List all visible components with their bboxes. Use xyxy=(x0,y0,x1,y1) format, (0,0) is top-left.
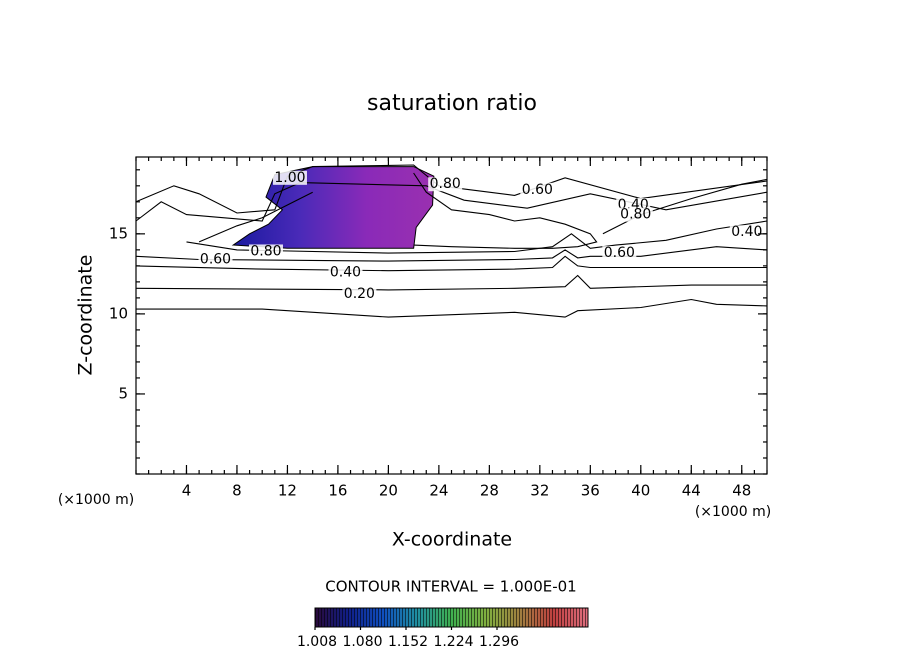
contour-line xyxy=(136,298,768,318)
x-tick-label: 24 xyxy=(429,482,448,500)
x-tick-label: 40 xyxy=(631,482,650,500)
contour-label: 0.80 xyxy=(620,207,651,223)
contour-label-bg xyxy=(328,265,363,280)
contour-label-bg xyxy=(618,207,653,222)
contour-label-bg xyxy=(602,246,637,261)
x-tick-label: 28 xyxy=(480,482,499,500)
contour-label: 0.40 xyxy=(731,224,762,240)
chart-title: saturation ratio xyxy=(367,91,537,116)
x-tick-label: 48 xyxy=(732,482,751,500)
x-tick-label: 4 xyxy=(182,482,192,500)
contour-label-bg xyxy=(520,182,555,197)
x-axis-label: X-coordinate xyxy=(392,529,512,551)
colorbar-tick-label: 1.008 xyxy=(297,634,337,650)
contour-line xyxy=(135,164,768,214)
x-tick-label: 16 xyxy=(328,482,347,500)
y-tick-label: 15 xyxy=(109,224,128,242)
contour-label: 0.80 xyxy=(430,176,461,192)
contour-line xyxy=(413,172,598,249)
contour-line xyxy=(135,246,768,262)
contour-label-bg xyxy=(248,244,283,259)
contour-label-bg xyxy=(342,286,377,301)
contour-line xyxy=(198,191,313,243)
contour-interval: CONTOUR INTERVAL = 1.000E-01 xyxy=(325,578,576,596)
contour-label: 0.60 xyxy=(200,251,231,267)
colorbar-tick-label: 1.080 xyxy=(342,634,382,650)
x-unit-label: (×1000 m) xyxy=(695,504,771,520)
x-tick-label: 32 xyxy=(530,482,549,500)
x-tick-label: 12 xyxy=(278,482,297,500)
x-tick-label: 44 xyxy=(682,482,701,500)
contour-label-bg xyxy=(272,170,307,185)
contour-line xyxy=(135,274,767,291)
x-tick-label: 20 xyxy=(379,482,398,500)
contour-label: 0.80 xyxy=(250,243,281,259)
contour-label: 0.20 xyxy=(344,286,375,302)
contour-label: 0.40 xyxy=(330,264,361,280)
y-tick-label: 10 xyxy=(109,304,128,322)
colorbar-tick-label: 1.296 xyxy=(479,634,519,650)
contour-line xyxy=(186,220,768,254)
y-unit-label: (×1000 m) xyxy=(58,492,134,508)
contour-label-bg xyxy=(729,225,764,240)
x-tick-label: 8 xyxy=(232,482,242,500)
colorbar-tick-label: 1.224 xyxy=(433,634,473,650)
contour-line xyxy=(135,255,767,272)
contour-label-bg xyxy=(198,252,233,267)
filled-region xyxy=(231,166,435,249)
colorbar-tick-label: 1.152 xyxy=(388,634,428,650)
x-tick-label: 36 xyxy=(581,482,600,500)
y-tick-label: 5 xyxy=(118,384,128,402)
contour-label: 1.00 xyxy=(274,170,305,186)
colorbar-stripes xyxy=(315,608,588,627)
y-axis-label: Z-coordinate xyxy=(75,255,97,376)
contour-label: 0.60 xyxy=(604,245,635,261)
contour-label: 0.60 xyxy=(522,182,553,198)
contour-label-bg xyxy=(428,177,463,192)
